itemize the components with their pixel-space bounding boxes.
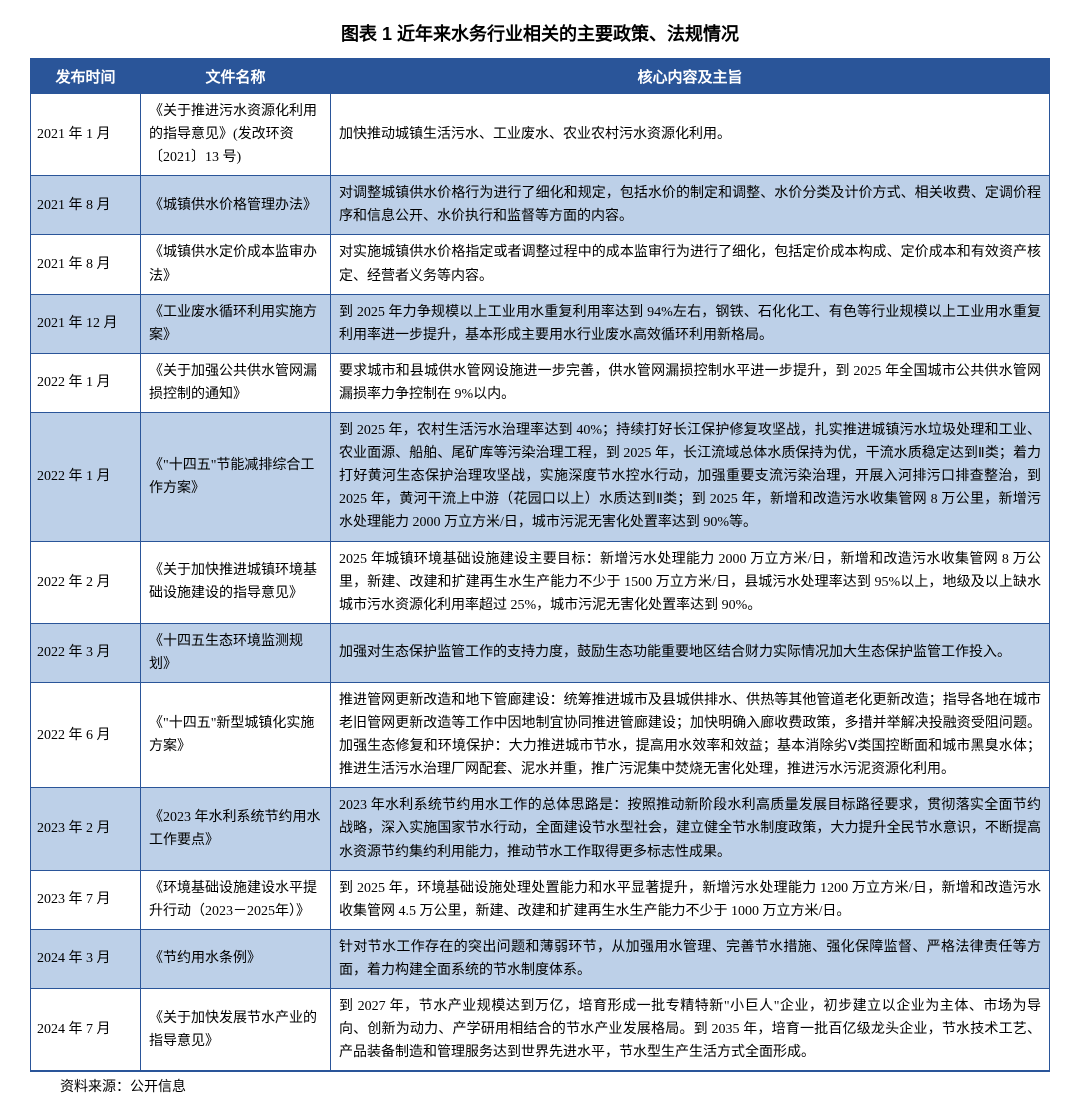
cell-name: 《关于推进污水资源化利用的指导意见》(发改环资〔2021〕13 号) <box>141 94 331 176</box>
table-row: 2024 年 3 月《节约用水条例》针对节水工作存在的突出问题和薄弱环节，从加强… <box>31 929 1050 988</box>
table-row: 2022 年 1 月《"十四五"节能减排综合工作方案》到 2025 年，农村生活… <box>31 413 1050 541</box>
cell-name: 《城镇供水定价成本监审办法》 <box>141 235 331 294</box>
cell-name: 《环境基础设施建设水平提升行动（2023－2025年）》 <box>141 870 331 929</box>
cell-name: 《"十四五"节能减排综合工作方案》 <box>141 413 331 541</box>
cell-content: 要求城市和县城供水管网设施进一步完善，供水管网漏损控制水平进一步提升，到 202… <box>331 353 1050 412</box>
cell-content: 加快推动城镇生活污水、工业废水、农业农村污水资源化利用。 <box>331 94 1050 176</box>
cell-name: 《2023 年水利系统节约用水工作要点》 <box>141 788 331 870</box>
table-row: 2023 年 2 月《2023 年水利系统节约用水工作要点》2023 年水利系统… <box>31 788 1050 870</box>
cell-date: 2024 年 3 月 <box>31 929 141 988</box>
table-footnote: 资料来源：公开信息 <box>30 1076 1050 1096</box>
table-row: 2022 年 6 月《"十四五"新型城镇化实施方案》推进管网更新改造和地下管廊建… <box>31 682 1050 787</box>
cell-date: 2024 年 7 月 <box>31 989 141 1072</box>
table-row: 2024 年 7 月《关于加快发展节水产业的指导意见》到 2027 年，节水产业… <box>31 989 1050 1072</box>
cell-content: 到 2025 年，农村生活污水治理率达到 40%；持续打好长江保护修复攻坚战，扎… <box>331 413 1050 541</box>
col-header-name: 文件名称 <box>141 59 331 94</box>
cell-name: 《城镇供水价格管理办法》 <box>141 176 331 235</box>
cell-date: 2021 年 8 月 <box>31 235 141 294</box>
cell-date: 2021 年 1 月 <box>31 94 141 176</box>
cell-content: 推进管网更新改造和地下管廊建设：统筹推进城市及县城供排水、供热等其他管道老化更新… <box>331 682 1050 787</box>
col-header-content: 核心内容及主旨 <box>331 59 1050 94</box>
table-row: 2022 年 1 月《关于加强公共供水管网漏损控制的通知》要求城市和县城供水管网… <box>31 353 1050 412</box>
cell-name: 《关于加快发展节水产业的指导意见》 <box>141 989 331 1072</box>
cell-content: 针对节水工作存在的突出问题和薄弱环节，从加强用水管理、完善节水措施、强化保障监督… <box>331 929 1050 988</box>
cell-date: 2023 年 7 月 <box>31 870 141 929</box>
cell-content: 到 2027 年，节水产业规模达到万亿，培育形成一批专精特新"小巨人"企业，初步… <box>331 989 1050 1072</box>
table-row: 2021 年 8 月《城镇供水定价成本监审办法》对实施城镇供水价格指定或者调整过… <box>31 235 1050 294</box>
cell-content: 对实施城镇供水价格指定或者调整过程中的成本监审行为进行了细化，包括定价成本构成、… <box>331 235 1050 294</box>
cell-content: 2023 年水利系统节约用水工作的总体思路是：按照推动新阶段水利高质量发展目标路… <box>331 788 1050 870</box>
cell-name: 《关于加强公共供水管网漏损控制的通知》 <box>141 353 331 412</box>
policy-table: 发布时间 文件名称 核心内容及主旨 2021 年 1 月《关于推进污水资源化利用… <box>30 58 1050 1072</box>
cell-content: 对调整城镇供水价格行为进行了细化和规定，包括水价的制定和调整、水价分类及计价方式… <box>331 176 1050 235</box>
cell-date: 2022 年 1 月 <box>31 413 141 541</box>
cell-name: 《"十四五"新型城镇化实施方案》 <box>141 682 331 787</box>
cell-date: 2022 年 6 月 <box>31 682 141 787</box>
cell-name: 《节约用水条例》 <box>141 929 331 988</box>
table-row: 2022 年 3 月《十四五生态环境监测规划》加强对生态保护监管工作的支持力度，… <box>31 623 1050 682</box>
cell-date: 2022 年 3 月 <box>31 623 141 682</box>
cell-content: 到 2025 年力争规模以上工业用水重复利用率达到 94%左右，钢铁、石化化工、… <box>331 294 1050 353</box>
table-row: 2023 年 7 月《环境基础设施建设水平提升行动（2023－2025年）》到 … <box>31 870 1050 929</box>
cell-name: 《关于加快推进城镇环境基础设施建设的指导意见》 <box>141 541 331 623</box>
cell-date: 2022 年 2 月 <box>31 541 141 623</box>
table-row: 2021 年 12 月《工业废水循环利用实施方案》到 2025 年力争规模以上工… <box>31 294 1050 353</box>
cell-date: 2022 年 1 月 <box>31 353 141 412</box>
table-title: 图表 1 近年来水务行业相关的主要政策、法规情况 <box>30 20 1050 46</box>
cell-content: 2025 年城镇环境基础设施建设主要目标：新增污水处理能力 2000 万立方米/… <box>331 541 1050 623</box>
col-header-date: 发布时间 <box>31 59 141 94</box>
table-row: 2021 年 8 月《城镇供水价格管理办法》对调整城镇供水价格行为进行了细化和规… <box>31 176 1050 235</box>
table-row: 2022 年 2 月《关于加快推进城镇环境基础设施建设的指导意见》2025 年城… <box>31 541 1050 623</box>
table-header-row: 发布时间 文件名称 核心内容及主旨 <box>31 59 1050 94</box>
cell-name: 《十四五生态环境监测规划》 <box>141 623 331 682</box>
cell-date: 2023 年 2 月 <box>31 788 141 870</box>
cell-content: 到 2025 年，环境基础设施处理处置能力和水平显著提升，新增污水处理能力 12… <box>331 870 1050 929</box>
cell-date: 2021 年 8 月 <box>31 176 141 235</box>
cell-name: 《工业废水循环利用实施方案》 <box>141 294 331 353</box>
cell-date: 2021 年 12 月 <box>31 294 141 353</box>
cell-content: 加强对生态保护监管工作的支持力度，鼓励生态功能重要地区结合财力实际情况加大生态保… <box>331 623 1050 682</box>
table-row: 2021 年 1 月《关于推进污水资源化利用的指导意见》(发改环资〔2021〕1… <box>31 94 1050 176</box>
